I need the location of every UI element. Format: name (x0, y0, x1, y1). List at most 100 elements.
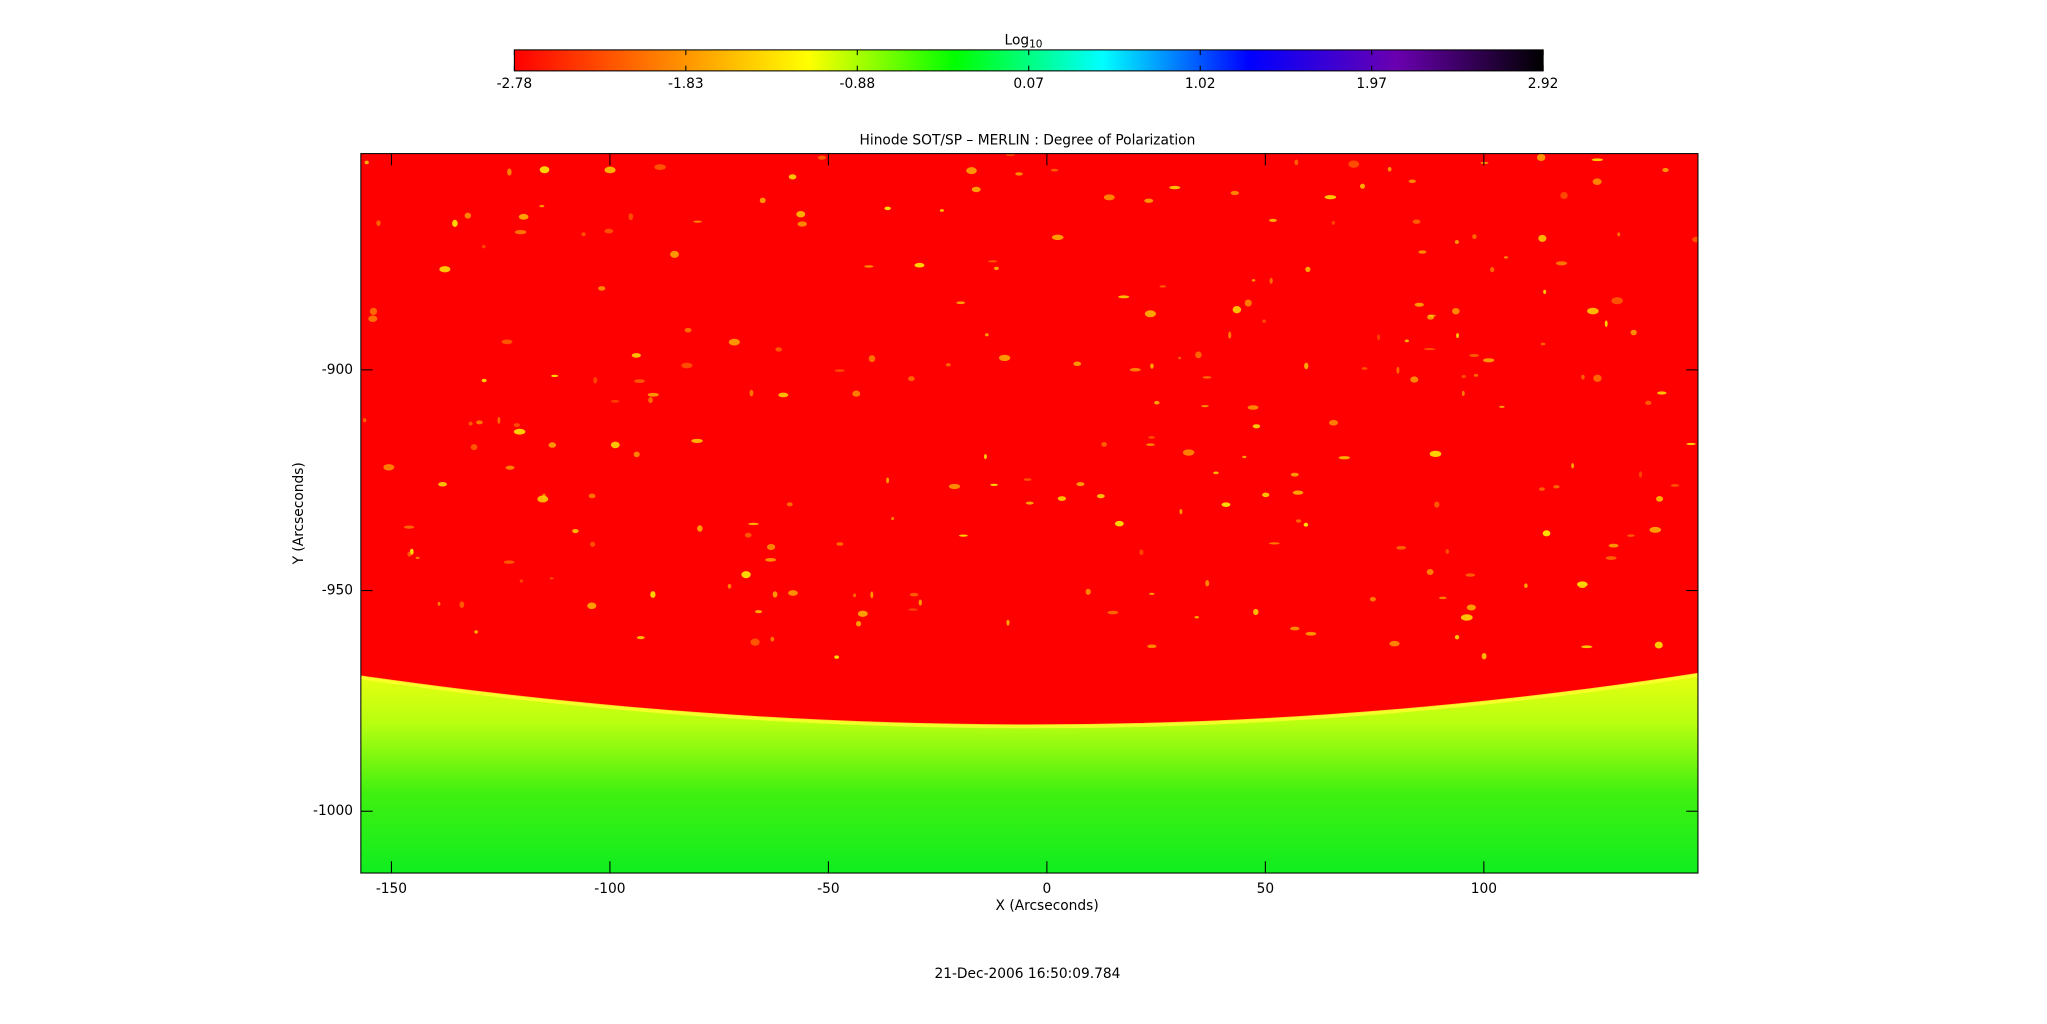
speckle (1553, 485, 1560, 489)
speckle (548, 442, 557, 448)
speckle (1469, 353, 1480, 357)
speckle (452, 219, 458, 227)
speckle (1692, 236, 1698, 243)
speckle (691, 438, 703, 443)
chart-title: Hinode SOT/SP – MERLIN : Degree of Polar… (860, 132, 1196, 148)
speckle (415, 556, 420, 559)
speckle (604, 166, 616, 174)
speckle (1103, 194, 1115, 201)
speckle (1195, 351, 1202, 359)
speckle (1292, 490, 1304, 495)
speckle (1107, 610, 1119, 615)
speckle (1179, 509, 1183, 515)
speckle (1232, 305, 1242, 314)
speckle (1025, 501, 1034, 505)
speckle (1605, 556, 1617, 560)
speckle (634, 379, 645, 383)
colorbar-label: Log10 (1005, 33, 1043, 51)
speckle (1555, 261, 1568, 266)
colorbar-tick-label: 0.07 (1013, 76, 1044, 92)
speckle (728, 338, 740, 346)
speckle (1244, 299, 1252, 307)
speckle (945, 363, 951, 367)
speckle (1571, 462, 1574, 469)
speckle (1242, 455, 1247, 459)
speckle (1503, 256, 1509, 259)
colorbar-tick-label: 2.92 (1528, 76, 1559, 92)
speckle (1147, 644, 1157, 649)
speckle (994, 266, 999, 270)
speckle (474, 630, 478, 634)
speckle (886, 477, 890, 484)
speckle (1262, 492, 1270, 498)
speckle (1290, 626, 1300, 631)
speckle (519, 579, 524, 583)
speckle (1057, 496, 1067, 501)
speckle (1324, 195, 1337, 200)
speckle (987, 260, 998, 263)
speckle (1202, 376, 1212, 379)
x-tick-label: -100 (594, 881, 625, 897)
image (360, 153, 1698, 874)
colorbar-tick-label: 1.97 (1356, 76, 1387, 92)
speckle (1076, 482, 1085, 487)
speckle (1473, 373, 1479, 377)
speckle (817, 155, 827, 160)
speckle (1377, 334, 1381, 341)
speckle (1423, 348, 1436, 351)
speckle (1023, 478, 1032, 481)
speckle (513, 423, 520, 427)
speckle (549, 577, 554, 580)
speckle (1427, 314, 1437, 317)
speckle (1536, 153, 1546, 162)
speckle (1269, 542, 1280, 545)
speckle (1387, 166, 1392, 172)
speckle (856, 621, 862, 627)
speckle (403, 525, 415, 529)
speckle (1591, 158, 1604, 162)
speckle (693, 220, 702, 223)
speckle (748, 522, 759, 526)
speckle (1182, 449, 1195, 456)
speckle (1251, 278, 1256, 282)
speckle (670, 250, 679, 258)
x-tick-label: 100 (1471, 881, 1497, 897)
speckle (741, 571, 751, 579)
speckles (363, 153, 1698, 660)
speckle (1149, 592, 1155, 595)
speckle (1645, 400, 1652, 406)
speckle (539, 166, 550, 174)
speckle (796, 210, 806, 218)
speckle (1460, 614, 1473, 621)
speckle (588, 493, 596, 499)
speckle (593, 376, 598, 384)
speckle (1051, 234, 1064, 241)
speckle (990, 483, 998, 486)
speckle (755, 610, 763, 614)
speckle (459, 601, 465, 608)
speckle (908, 376, 915, 382)
speckle (1617, 232, 1621, 237)
speckle (464, 212, 472, 219)
speckle (376, 220, 381, 227)
speckle (797, 221, 807, 227)
speckle (1015, 172, 1023, 176)
speckle (984, 454, 987, 460)
speckle (870, 591, 874, 599)
speckle (1252, 424, 1261, 429)
speckle (966, 167, 977, 175)
speckle (772, 591, 778, 598)
speckle (437, 601, 441, 606)
speckle (1304, 362, 1309, 370)
speckle (1604, 320, 1608, 327)
speckle (1369, 596, 1376, 602)
speckle (908, 608, 918, 611)
speckle (505, 465, 515, 470)
speckle (1538, 234, 1547, 242)
speckle (1480, 161, 1489, 165)
speckle (1454, 635, 1460, 640)
speckle (1662, 168, 1669, 173)
colorbar-tick-label: -1.83 (668, 76, 704, 92)
speckle (1359, 183, 1366, 189)
speckle (1213, 471, 1219, 475)
